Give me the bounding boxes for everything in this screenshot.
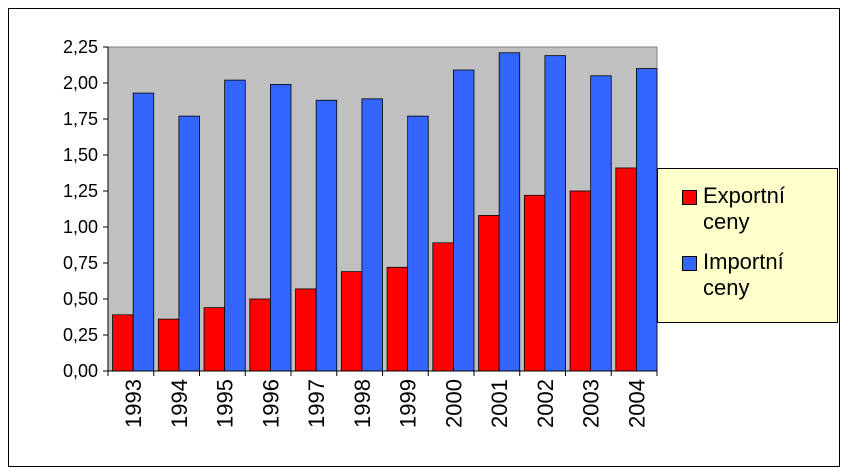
y-tick-label: 1,25 <box>63 181 98 201</box>
bar <box>112 314 134 372</box>
bar <box>453 69 475 372</box>
bar <box>523 194 546 372</box>
x-tick-label: 2001 <box>487 379 512 428</box>
y-tick-label: 0,75 <box>63 253 98 273</box>
x-tick-label: 1994 <box>167 379 192 428</box>
x-tick-label: 1998 <box>350 379 375 428</box>
bar <box>270 84 292 372</box>
y-tick-label: 1,00 <box>63 217 98 237</box>
bar <box>544 55 566 372</box>
bar <box>361 98 383 372</box>
bar <box>340 271 363 372</box>
bar <box>157 318 180 372</box>
bar <box>224 79 246 372</box>
y-tick-label: 1,75 <box>63 109 98 129</box>
y-tick-label: 0,25 <box>63 325 98 345</box>
bar <box>386 266 409 372</box>
y-tick-label: 2,25 <box>63 37 98 57</box>
bar <box>478 215 500 372</box>
y-tick-label: 2,00 <box>63 73 98 93</box>
bar <box>615 167 637 372</box>
bar <box>432 242 454 372</box>
legend-label: Importní ceny <box>703 249 784 300</box>
x-tick-label: 1997 <box>304 379 329 428</box>
legend-item: Exportní ceny <box>682 183 837 235</box>
bar <box>407 115 429 372</box>
bar <box>295 288 317 372</box>
legend-swatch <box>682 256 697 271</box>
y-tick-label: 0,00 <box>63 361 98 381</box>
x-tick-label: 1993 <box>121 379 146 428</box>
bar <box>498 52 521 372</box>
legend-swatch <box>682 190 697 205</box>
legend-label: Exportní ceny <box>703 183 785 234</box>
x-tick-label: 2002 <box>533 379 558 428</box>
x-tick-label: 2004 <box>624 379 649 428</box>
legend-item: Importní ceny <box>682 249 837 301</box>
bar <box>132 92 155 372</box>
y-tick-label: 0,50 <box>63 289 98 309</box>
bar <box>636 68 658 372</box>
y-tick-label: 1,50 <box>63 145 98 165</box>
x-tick-label: 2003 <box>579 379 604 428</box>
x-tick-label: 1995 <box>213 379 238 428</box>
x-tick-label: 2000 <box>441 379 466 428</box>
bar <box>569 190 592 372</box>
bar <box>590 75 612 372</box>
bar <box>203 307 226 372</box>
legend: Exportní ceny Importní ceny <box>657 168 838 323</box>
x-tick-label: 1999 <box>396 379 421 428</box>
bar <box>315 99 338 372</box>
bar <box>178 115 200 372</box>
x-tick-label: 1996 <box>258 379 283 428</box>
bar <box>249 298 271 372</box>
chart-border <box>8 8 840 467</box>
